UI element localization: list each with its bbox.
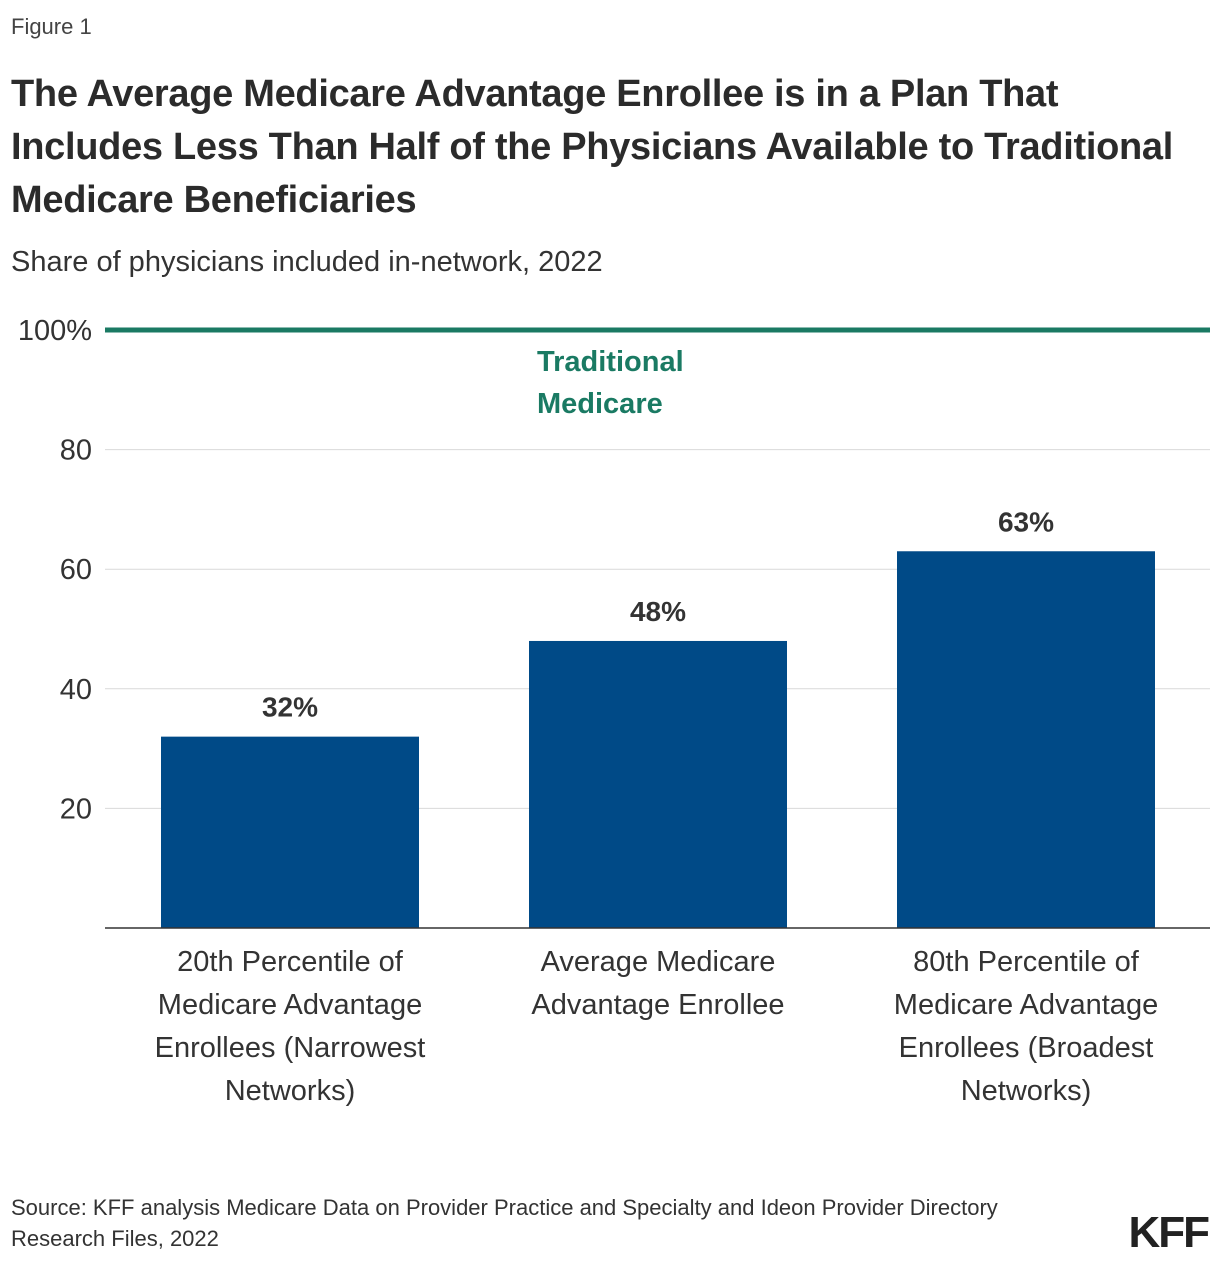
y-tick-label: 40: [60, 674, 92, 706]
x-tick-label: Networks): [225, 1075, 356, 1107]
y-tick-label: 60: [60, 554, 92, 586]
x-tick-label: 20th Percentile of: [177, 946, 404, 978]
y-tick-label: 80: [60, 435, 92, 467]
x-tick-label: Enrollees (Broadest: [899, 1032, 1154, 1064]
x-tick-label: Average Medicare: [541, 946, 776, 978]
x-tick-label: Medicare Advantage: [894, 989, 1158, 1021]
kff-logo: KFF: [1128, 1208, 1210, 1257]
bar: [897, 551, 1155, 928]
bar: [529, 640, 787, 928]
reference-line-label: Traditional: [537, 346, 684, 378]
y-tick-label: 100%: [18, 315, 92, 347]
data-label: 32%: [262, 692, 318, 723]
data-label: 48%: [630, 596, 686, 627]
chart-subtitle: Share of physicians included in-network,…: [11, 246, 603, 278]
data-label: 63%: [998, 506, 1054, 537]
bar: [161, 736, 419, 928]
chart-title: The Average Medicare Advantage Enrollee …: [11, 73, 1174, 221]
source-note: Source: KFF analysis Medicare Data on Pr…: [11, 1195, 998, 1251]
x-tick-label: Enrollees (Narrowest: [155, 1032, 426, 1064]
x-tick-label: Advantage Enrollee: [531, 989, 784, 1021]
y-tick-label: 20: [60, 793, 92, 825]
x-tick-label: 80th Percentile of: [913, 946, 1140, 978]
reference-line-label: Medicare: [537, 388, 663, 420]
figure-label: Figure 1: [11, 14, 92, 39]
x-tick-label: Networks): [961, 1075, 1092, 1107]
x-tick-label: Medicare Advantage: [158, 989, 422, 1021]
